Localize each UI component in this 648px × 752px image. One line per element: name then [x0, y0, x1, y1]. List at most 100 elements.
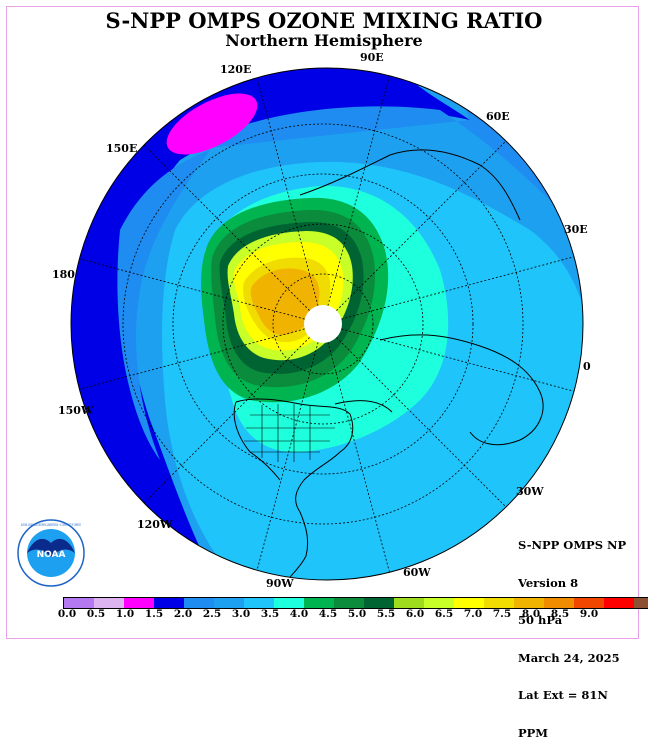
colorbar-swatch — [304, 598, 334, 608]
colorbar-tick-label: 8.0 — [521, 608, 541, 620]
meridian-line — [327, 342, 392, 578]
colorbar-tick-label: 4.5 — [318, 608, 338, 620]
meridians — [71, 70, 577, 578]
colorbar-swatch — [484, 598, 514, 608]
colorbar-swatch — [274, 598, 304, 608]
colorbar-swatch — [334, 598, 364, 608]
colorbar-tick-label: 3.0 — [231, 608, 251, 620]
colorbar-swatch — [604, 598, 634, 608]
colorbar-tick-label: 8.5 — [550, 608, 570, 620]
coast-greenland — [334, 400, 393, 413]
coast-north-america — [235, 398, 354, 580]
colorbar-tick-label: 2.0 — [173, 608, 193, 620]
colorbar-swatch — [514, 598, 544, 608]
lat-circle-50 — [122, 123, 524, 525]
noaa-logo: NOAA NATIONAL OCEANIC AND ATMOSPHERIC AD… — [17, 519, 85, 587]
info-line-lat-ext: Lat Ext = 81N — [518, 688, 608, 702]
colorbar-tick-label: 1.0 — [115, 608, 135, 620]
graticule — [71, 70, 577, 578]
meridian-line — [137, 138, 310, 311]
ozone-fields — [71, 68, 583, 580]
meridian-line — [137, 337, 310, 510]
colorbar-swatch — [94, 598, 124, 608]
colorbar-tick-label: 0.5 — [86, 608, 106, 620]
meridian-line — [254, 342, 319, 578]
map-title: S-NPP OMPS OZONE MIXING RATIO — [105, 8, 543, 33]
lon-label-90w: 90W — [266, 577, 294, 590]
meridian-line — [336, 138, 509, 311]
polar-ozone-map: 90E 60E 30E 0 30W 60W 90W 120W 150W 180 … — [52, 51, 591, 590]
lon-label-120e: 120E — [220, 63, 251, 76]
lon-label-180: 180 — [52, 268, 75, 281]
colorbar — [63, 597, 648, 609]
colorbar-tick-label: 2.5 — [202, 608, 222, 620]
colorbar-tick-label: 6.5 — [434, 608, 454, 620]
figure-frame — [6, 6, 639, 639]
info-line-date: March 24, 2025 — [518, 650, 620, 665]
meridian-line — [341, 255, 577, 320]
logo-ring-text: NATIONAL OCEANIC AND ATMOSPHERIC ADMINIS… — [21, 523, 81, 527]
field-outer-band-w — [117, 150, 210, 460]
lon-label-150w: 150W — [58, 404, 94, 417]
lon-label-150e: 150E — [106, 142, 137, 155]
lat-circle-80 — [272, 273, 374, 375]
lon-label-30e: 30E — [564, 223, 588, 236]
field-1-0-magenta-patch — [166, 93, 258, 155]
lon-label-30w: 30W — [516, 485, 544, 498]
colorbar-swatch — [634, 598, 648, 608]
lat-circle-60 — [172, 173, 474, 475]
longitude-labels: 90E 60E 30E 0 30W 60W 90W 120W 150W 180 … — [52, 51, 591, 590]
colorbar-swatch — [364, 598, 394, 608]
lon-label-90e: 90E — [360, 51, 384, 64]
colorbar-swatch — [214, 598, 244, 608]
lon-label-120w: 120W — [137, 518, 173, 531]
logo-text: NOAA — [37, 550, 66, 560]
colorbar-tick-label: 9.0 — [579, 608, 599, 620]
colorbar-swatch — [64, 598, 94, 608]
meridian-line — [336, 337, 509, 510]
field-7-5-core — [250, 268, 320, 336]
polar-no-data-cap — [304, 305, 342, 343]
map-border — [70, 67, 584, 581]
colorbar-tick-label: 6.0 — [405, 608, 425, 620]
colorbar-swatch — [544, 598, 574, 608]
colorbar-tick-label: 3.5 — [260, 608, 280, 620]
field-deep-blue-west — [71, 70, 470, 580]
colorbar-swatch — [454, 598, 484, 608]
coast-africa-europe — [379, 334, 544, 446]
colorbar-swatch — [154, 598, 184, 608]
colorbar-swatch — [124, 598, 154, 608]
info-line-pressure: 50 hPa — [518, 613, 563, 627]
state-lines-h — [244, 414, 335, 453]
colorbar-swatch — [574, 598, 604, 608]
colorbar-tick-label: 5.0 — [347, 608, 367, 620]
lon-label-0: 0 — [583, 360, 591, 373]
state-lines-v — [261, 404, 311, 462]
lon-label-60w: 60W — [403, 566, 431, 579]
meridian-line — [341, 328, 577, 393]
colorbar-tick-label: 7.5 — [492, 608, 512, 620]
colorbar-swatch — [244, 598, 274, 608]
meridian-line — [254, 70, 319, 306]
lon-label-60e: 60E — [486, 110, 510, 123]
logo-bird-icon — [27, 538, 75, 557]
colorbar-tick-label: 1.5 — [144, 608, 164, 620]
map-subtitle: Northern Hemisphere — [225, 31, 423, 50]
info-line-product: S-NPP OMPS NP — [518, 538, 627, 552]
colorbar-swatch — [394, 598, 424, 608]
colorbar-tick-label: 4.0 — [289, 608, 309, 620]
colorbar-swatch — [184, 598, 214, 608]
colorbar-swatch — [424, 598, 454, 608]
colorbar-tick-label: 7.0 — [463, 608, 483, 620]
meridian-line — [71, 328, 305, 393]
colorbar-ticks: 0.0 0.5 1.0 1.5 2.0 2.5 3.0 3.5 4.0 4.5 5.0 5.5 6.0 6… — [0, 608, 648, 622]
product-info: S-NPP OMPS NP Version 8 50 hPa March 24,… — [518, 514, 626, 752]
info-line-units: PPM — [518, 725, 549, 740]
info-line-version: Version 8 — [518, 575, 579, 590]
colorbar-tick-label: 5.5 — [376, 608, 396, 620]
us-state-lines — [244, 404, 335, 462]
coast-asia — [299, 149, 521, 221]
colorbar-tick-label: 0.0 — [57, 608, 77, 620]
meridian-line — [327, 70, 392, 306]
lat-circle-70 — [222, 223, 424, 425]
